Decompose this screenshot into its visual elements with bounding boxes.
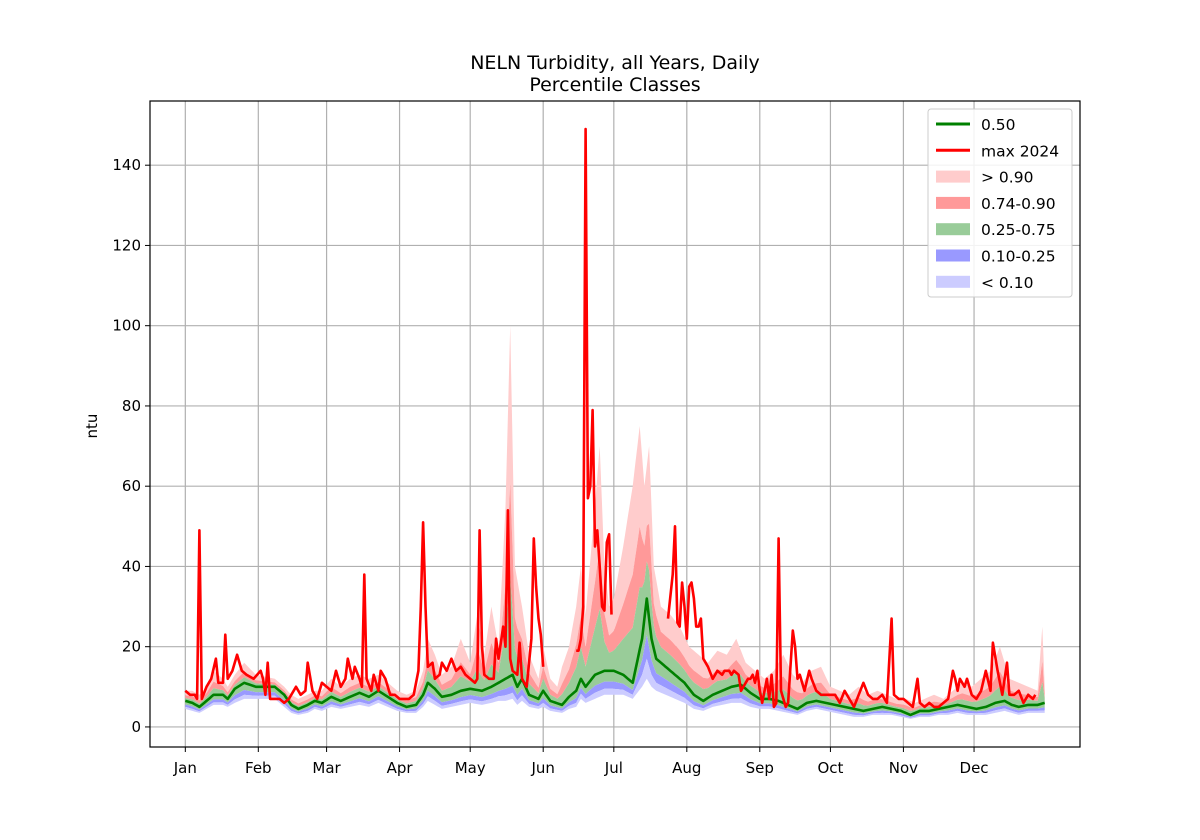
x-tick-label: Apr: [387, 759, 414, 777]
median-line: [184, 597, 1046, 717]
band-025-075: [185, 561, 1045, 717]
series-lines: [184, 127, 1046, 717]
x-tick-label: Jun: [530, 759, 554, 777]
y-tick-label: 60: [122, 477, 141, 495]
band-010-025: [185, 634, 1045, 718]
legend: 0.50 max 2024 > 0.90 0.74-0.90 0.25-0.75 0.10…: [927, 108, 1073, 298]
chart-title: NELN Turbidity, all Years, Daily: [470, 52, 760, 74]
x-tick-label: Oct: [817, 759, 843, 777]
legend-label: 0.25-0.75: [981, 221, 1056, 239]
legend-swatch-patch: [936, 196, 970, 209]
legend-label: 0.50: [981, 116, 1016, 134]
x-tick-label: Feb: [245, 759, 272, 777]
legend-label: 0.10-0.25: [981, 248, 1056, 266]
legend-label: < 0.10: [981, 274, 1033, 292]
y-tick-label: 40: [122, 557, 141, 575]
percentile-bands: [185, 325, 1045, 719]
y-tick-label: 100: [112, 317, 141, 335]
legend-swatch-patch: [936, 249, 970, 262]
legend-label: > 0.90: [981, 169, 1033, 187]
x-tick-label: May: [455, 759, 486, 777]
y-axis-label: ntu: [83, 414, 101, 439]
x-tick-label: Nov: [889, 759, 918, 777]
x-tick-label: Jan: [173, 759, 197, 777]
chart-subtitle: Percentile Classes: [529, 74, 700, 96]
x-tick-label: Jul: [604, 759, 623, 777]
y-tick-label: 0: [131, 718, 141, 736]
y-tick-label: 120: [112, 236, 141, 254]
max-2024-line-segment-3: [666, 524, 1037, 709]
y-tick-label: 140: [112, 156, 141, 174]
x-tick-label: Mar: [312, 759, 341, 777]
plot-frame: [149, 100, 1081, 748]
axes: Jan Feb Mar Apr May Jun Jul Aug Sep Oct Nov Dec 0 20 4…: [112, 100, 1081, 777]
legend-label: max 2024: [981, 142, 1059, 160]
grid-lines: [150, 101, 1080, 747]
band-below-010: [185, 658, 1045, 719]
x-tick-label: Sep: [746, 759, 774, 777]
y-tick-label: 20: [122, 638, 141, 656]
legend-swatch-patch: [936, 275, 970, 288]
max-2024-line-segment-1: [184, 508, 545, 705]
max-2024-line-segment-2: [576, 127, 613, 653]
y-tick-label: 80: [122, 397, 141, 415]
x-tick-label: Aug: [672, 759, 701, 777]
legend-swatch-patch: [936, 223, 970, 236]
legend-swatch-patch: [936, 170, 970, 183]
legend-label: 0.74-0.90: [981, 195, 1056, 213]
x-tick-label: Dec: [960, 759, 989, 777]
